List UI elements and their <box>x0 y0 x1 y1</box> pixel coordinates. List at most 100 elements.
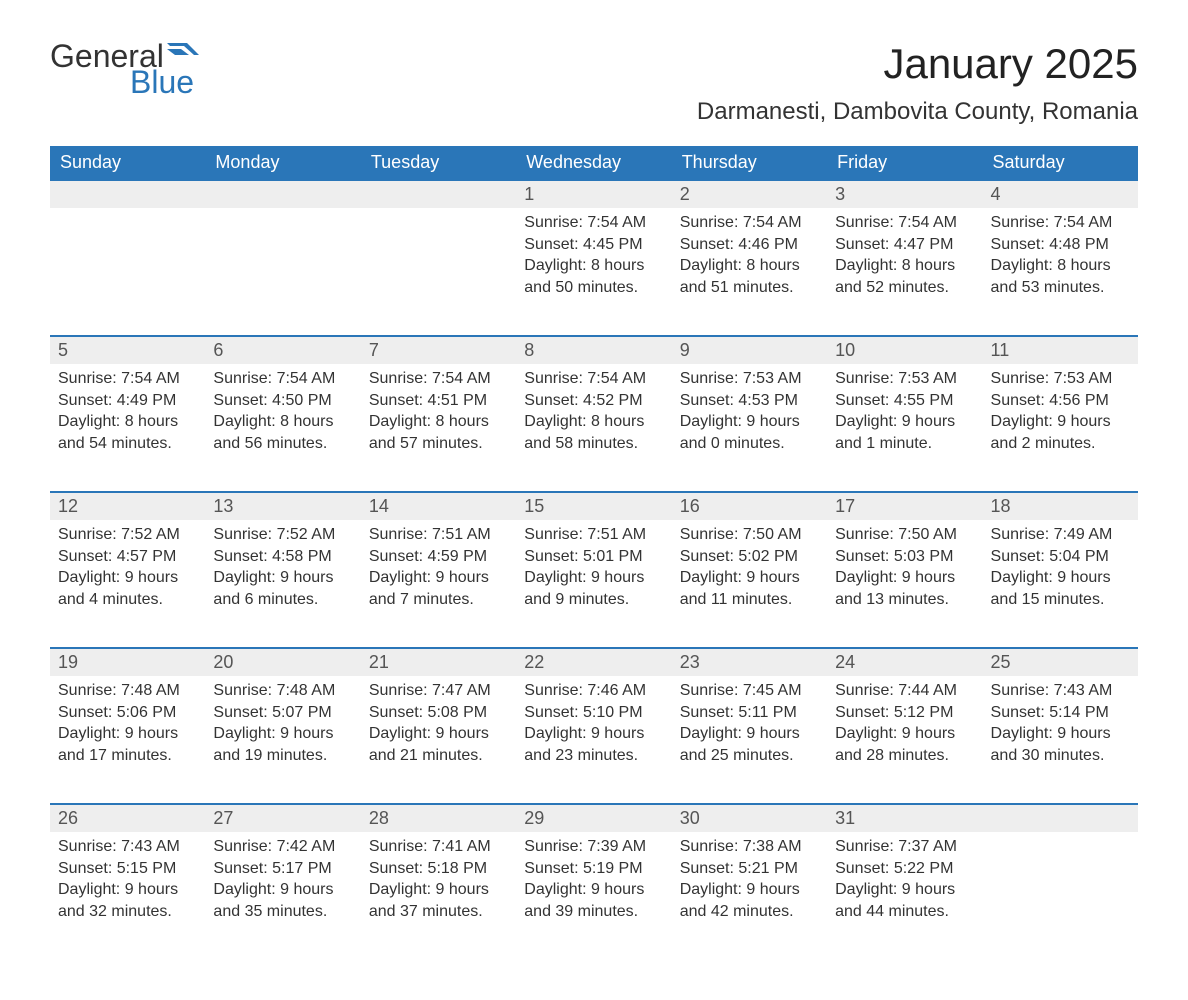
day-data-cell: Sunrise: 7:37 AMSunset: 5:22 PMDaylight:… <box>827 832 982 960</box>
day-sunrise: Sunrise: 7:44 AM <box>835 680 974 702</box>
day-sunrise: Sunrise: 7:47 AM <box>369 680 508 702</box>
day-daylight2: and 7 minutes. <box>369 589 508 611</box>
day-details: Sunrise: 7:44 AMSunset: 5:12 PMDaylight:… <box>827 676 982 776</box>
day-data-cell: Sunrise: 7:51 AMSunset: 4:59 PMDaylight:… <box>361 520 516 648</box>
day-data-cell: Sunrise: 7:41 AMSunset: 5:18 PMDaylight:… <box>361 832 516 960</box>
day-details: Sunrise: 7:47 AMSunset: 5:08 PMDaylight:… <box>361 676 516 776</box>
day-header: Thursday <box>672 146 827 180</box>
day-sunset: Sunset: 5:19 PM <box>524 858 663 880</box>
day-daylight2: and 58 minutes. <box>524 433 663 455</box>
day-sunset: Sunset: 5:01 PM <box>524 546 663 568</box>
logo-blue-text: Blue <box>130 66 199 98</box>
day-number-cell: 21 <box>361 648 516 676</box>
day-data-cell: Sunrise: 7:48 AMSunset: 5:07 PMDaylight:… <box>205 676 360 804</box>
day-header: Sunday <box>50 146 205 180</box>
week-data-row: Sunrise: 7:54 AMSunset: 4:49 PMDaylight:… <box>50 364 1138 492</box>
day-data-cell: Sunrise: 7:44 AMSunset: 5:12 PMDaylight:… <box>827 676 982 804</box>
day-number-cell: 22 <box>516 648 671 676</box>
week-data-row: Sunrise: 7:48 AMSunset: 5:06 PMDaylight:… <box>50 676 1138 804</box>
day-number-cell <box>361 180 516 208</box>
day-number-cell: 1 <box>516 180 671 208</box>
day-daylight2: and 11 minutes. <box>680 589 819 611</box>
day-daylight1: Daylight: 9 hours <box>58 723 197 745</box>
day-daylight1: Daylight: 9 hours <box>213 879 352 901</box>
day-number-cell: 3 <box>827 180 982 208</box>
week-data-row: Sunrise: 7:43 AMSunset: 5:15 PM Daylight:… <box>50 832 1138 960</box>
day-sunset: Sunset: 5:15 PM <box>58 858 197 880</box>
day-sunrise: Sunrise: 7:54 AM <box>369 368 508 390</box>
day-details: Sunrise: 7:43 AMSunset: 5:15 PMDaylight:… <box>50 832 205 932</box>
day-daylight2: and 39 minutes. <box>524 901 663 923</box>
day-header: Tuesday <box>361 146 516 180</box>
day-details: Sunrise: 7:54 AMSunset: 4:51 PMDaylight:… <box>361 364 516 464</box>
day-daylight1: Daylight: 8 hours <box>991 255 1130 277</box>
day-daylight2: and 35 minutes. <box>213 901 352 923</box>
day-data-cell <box>205 208 360 336</box>
day-daylight1: Daylight: 8 hours <box>369 411 508 433</box>
day-number: 2 <box>672 181 827 208</box>
day-sunset: Sunset: 4:51 PM <box>369 390 508 412</box>
day-details: Sunrise: 7:51 AMSunset: 5:01 PMDaylight:… <box>516 520 671 620</box>
day-sunset: Sunset: 4:49 PM <box>58 390 197 412</box>
day-number-cell: 5 <box>50 336 205 364</box>
day-number-cell: 24 <box>827 648 982 676</box>
day-number-cell: 18 <box>983 492 1138 520</box>
day-daylight1: Daylight: 9 hours <box>991 723 1130 745</box>
day-sunset: Sunset: 5:03 PM <box>835 546 974 568</box>
day-details: Sunrise: 7:52 AMSunset: 4:58 PMDaylight:… <box>205 520 360 620</box>
week-number-row: 1234 <box>50 180 1138 208</box>
day-details: Sunrise: 7:43 AMSunset: 5:14 PMDaylight:… <box>983 676 1138 776</box>
day-sunset: Sunset: 4:46 PM <box>680 234 819 256</box>
day-sunrise: Sunrise: 7:42 AM <box>213 836 352 858</box>
day-daylight1: Daylight: 8 hours <box>524 255 663 277</box>
day-sunrise: Sunrise: 7:49 AM <box>991 524 1130 546</box>
day-number: 30 <box>672 805 827 832</box>
day-sunset: Sunset: 4:47 PM <box>835 234 974 256</box>
day-number: 13 <box>205 493 360 520</box>
day-sunset: Sunset: 4:53 PM <box>680 390 819 412</box>
day-details: Sunrise: 7:49 AMSunset: 5:04 PMDaylight:… <box>983 520 1138 620</box>
day-number-cell: 10 <box>827 336 982 364</box>
day-number: 7 <box>361 337 516 364</box>
day-details: Sunrise: 7:50 AMSunset: 5:02 PMDaylight:… <box>672 520 827 620</box>
logo: General Blue <box>50 40 199 98</box>
day-sunrise: Sunrise: 7:41 AM <box>369 836 508 858</box>
day-sunrise: Sunrise: 7:50 AM <box>835 524 974 546</box>
day-number: 23 <box>672 649 827 676</box>
calendar-table: SundayMondayTuesdayWednesdayThursdayFrid… <box>50 146 1138 960</box>
day-sunrise: Sunrise: 7:38 AM <box>680 836 819 858</box>
day-sunset: Sunset: 4:52 PM <box>524 390 663 412</box>
day-sunset: Sunset: 5:18 PM <box>369 858 508 880</box>
day-daylight1: Daylight: 9 hours <box>991 567 1130 589</box>
day-data-cell: Sunrise: 7:46 AMSunset: 5:10 PMDaylight:… <box>516 676 671 804</box>
day-sunset: Sunset: 4:57 PM <box>58 546 197 568</box>
day-details: Sunrise: 7:54 AMSunset: 4:45 PMDaylight:… <box>516 208 671 308</box>
day-sunrise: Sunrise: 7:51 AM <box>524 524 663 546</box>
day-data-cell: Sunrise: 7:45 AMSunset: 5:11 PMDaylight:… <box>672 676 827 804</box>
day-sunrise: Sunrise: 7:54 AM <box>524 212 663 234</box>
day-data-cell: Sunrise: 7:47 AMSunset: 5:08 PMDaylight:… <box>361 676 516 804</box>
day-number-cell: 8 <box>516 336 671 364</box>
day-data-cell: Sunrise: 7:54 AMSunset: 4:48 PMDaylight:… <box>983 208 1138 336</box>
week-data-row: Sunrise: 7:54 AMSunset: 4:45 PMDaylight:… <box>50 208 1138 336</box>
day-number-cell: 19 <box>50 648 205 676</box>
day-daylight2: and 52 minutes. <box>835 277 974 299</box>
day-sunset: Sunset: 5:02 PM <box>680 546 819 568</box>
day-sunrise: Sunrise: 7:51 AM <box>369 524 508 546</box>
day-daylight2: and 51 minutes. <box>680 277 819 299</box>
day-sunset: Sunset: 4:55 PM <box>835 390 974 412</box>
day-daylight1: Daylight: 8 hours <box>680 255 819 277</box>
day-number: 11 <box>983 337 1138 364</box>
day-sunrise: Sunrise: 7:43 AM <box>58 836 197 858</box>
day-number: 4 <box>983 181 1138 208</box>
day-number: 1 <box>516 181 671 208</box>
day-daylight1: Daylight: 8 hours <box>213 411 352 433</box>
day-details: Sunrise: 7:37 AMSunset: 5:22 PMDaylight:… <box>827 832 982 932</box>
day-number-cell: 12 <box>50 492 205 520</box>
day-sunset: Sunset: 5:11 PM <box>680 702 819 724</box>
day-sunrise: Sunrise: 7:46 AM <box>524 680 663 702</box>
day-header: Saturday <box>983 146 1138 180</box>
day-header: Wednesday <box>516 146 671 180</box>
day-daylight1: Daylight: 8 hours <box>58 411 197 433</box>
day-data-cell: Sunrise: 7:54 AMSunset: 4:50 PMDaylight:… <box>205 364 360 492</box>
